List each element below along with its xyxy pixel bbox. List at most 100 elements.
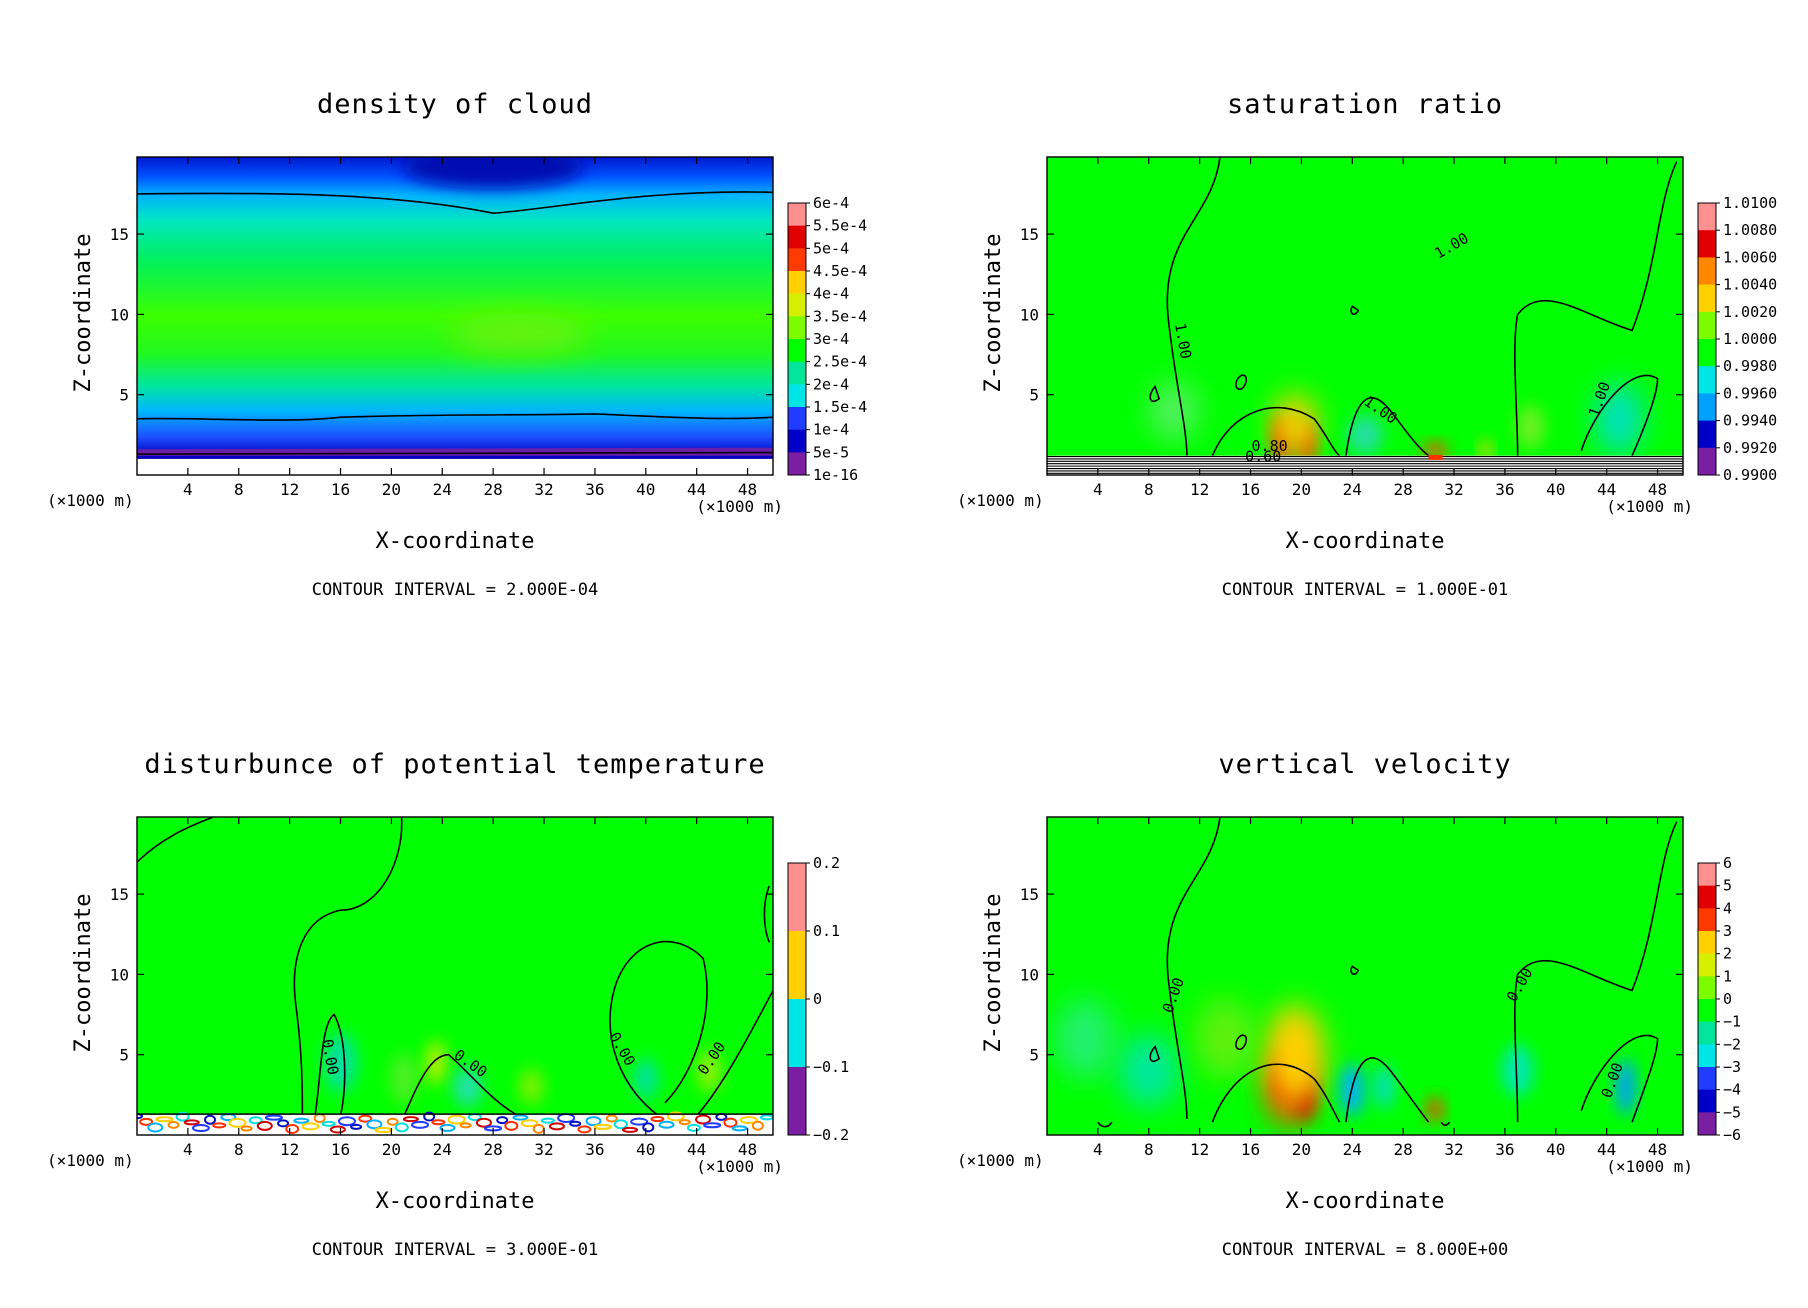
contour-line bbox=[1440, 1121, 1451, 1126]
field-anomaly bbox=[1422, 442, 1447, 459]
colorbar-label: −5 bbox=[1723, 1103, 1741, 1121]
colorbar-label: 3 bbox=[1723, 922, 1732, 940]
colorbar-segment bbox=[1698, 953, 1716, 977]
contour-interval: CONTOUR INTERVAL = 8.000E+00 bbox=[1222, 1240, 1509, 1260]
contour-line bbox=[1047, 470, 1683, 472]
x-tick-label: 12 bbox=[1190, 1140, 1209, 1159]
contour-line bbox=[1211, 1063, 1341, 1123]
x-tick-label: 16 bbox=[1241, 1140, 1260, 1159]
x-tick-label: 12 bbox=[280, 1140, 299, 1159]
ground-detail bbox=[520, 1119, 539, 1128]
x-tick-label: 48 bbox=[1648, 1140, 1667, 1159]
x-tick-label: 40 bbox=[636, 1140, 655, 1159]
contour-line bbox=[1345, 396, 1430, 457]
x-tick-label: 44 bbox=[1597, 480, 1616, 499]
colorbar-segment bbox=[1698, 366, 1716, 394]
ground-detail bbox=[622, 1126, 639, 1133]
colorbar-segment bbox=[788, 863, 806, 932]
ground-detail bbox=[293, 1117, 310, 1124]
ground-detail bbox=[285, 1124, 300, 1135]
contour-field bbox=[1047, 817, 1683, 1135]
x-tick-label: 28 bbox=[1394, 1140, 1413, 1159]
x-tick-label: 36 bbox=[585, 1140, 604, 1159]
ground-detail bbox=[512, 1114, 529, 1121]
contour-line bbox=[314, 1013, 346, 1116]
field-anomaly bbox=[425, 1040, 446, 1085]
x-tick-label: 28 bbox=[484, 480, 503, 499]
colorbar-segment bbox=[1698, 908, 1716, 932]
field-blob bbox=[448, 313, 589, 354]
colorbar: 0.2 0.1 0 −0.1 −0.2 bbox=[787, 854, 849, 1144]
colorbar-segment bbox=[1698, 339, 1716, 367]
ground-detail bbox=[686, 1123, 701, 1132]
x-tick-label: 40 bbox=[1546, 480, 1565, 499]
contour-line bbox=[1514, 161, 1678, 456]
colorbar-segment bbox=[1698, 976, 1716, 1000]
contour-line bbox=[1166, 157, 1221, 456]
contour-line bbox=[403, 1053, 519, 1117]
field-anomaly bbox=[1347, 414, 1383, 455]
x-axis-label: X-coordinate bbox=[1286, 1189, 1445, 1214]
x-tick-label: 44 bbox=[1597, 1140, 1616, 1159]
ground-detail bbox=[228, 1117, 247, 1128]
y-tick-label: 15 bbox=[110, 885, 129, 904]
x-tick-label: 8 bbox=[234, 1140, 244, 1159]
field-anomaly bbox=[1273, 393, 1318, 454]
ground-detail bbox=[191, 1124, 210, 1133]
colorbar-label: 6 bbox=[1723, 854, 1732, 872]
colorbar-segment bbox=[1698, 1089, 1716, 1113]
ground-detail bbox=[569, 1120, 582, 1127]
contour-interval: CONTOUR INTERVAL = 3.000E-01 bbox=[312, 1240, 599, 1260]
x-tick-label: 8 bbox=[234, 480, 244, 499]
field-anomaly bbox=[1428, 454, 1443, 460]
colorbar-segment bbox=[788, 1067, 806, 1136]
colorbar-label: 4.5e-4 bbox=[813, 262, 867, 280]
colorbar-label: −6 bbox=[1723, 1126, 1741, 1144]
panel-title: density of cloud bbox=[317, 89, 593, 120]
x-unit-label: (×1000 m) bbox=[1606, 1157, 1693, 1176]
contour-line bbox=[1047, 467, 1683, 470]
field-anomaly bbox=[1340, 1064, 1365, 1117]
x-tick-label: 48 bbox=[738, 1140, 757, 1159]
ground-detail bbox=[613, 1119, 628, 1130]
y-tick-label: 10 bbox=[1020, 305, 1039, 324]
ground-detail bbox=[147, 1122, 164, 1133]
colorbar-segment bbox=[788, 931, 806, 1000]
colorbar-segment bbox=[788, 203, 806, 227]
field-anomaly bbox=[324, 1032, 357, 1093]
colorbar-segment bbox=[1698, 931, 1716, 955]
ground-detail bbox=[240, 1125, 253, 1132]
x-tick-label: 28 bbox=[484, 1140, 503, 1159]
x-tick-label: 44 bbox=[687, 1140, 706, 1159]
plot-frame bbox=[1046, 156, 1684, 476]
colorbar-label: 3.5e-4 bbox=[813, 307, 867, 325]
ground-detail bbox=[496, 1116, 509, 1125]
colorbar-label: 5e-5 bbox=[813, 443, 849, 461]
ground-detail bbox=[264, 1114, 283, 1121]
colorbar-segment bbox=[788, 999, 806, 1068]
colorbar-label: −3 bbox=[1723, 1058, 1741, 1076]
colorbar-label: −0.2 bbox=[813, 1126, 849, 1144]
y-tick-label: 5 bbox=[1029, 1046, 1039, 1065]
y-axis-label: Z-coordinate bbox=[981, 894, 1006, 1053]
colorbar: 6e-4 5.5e-4 5e-4 4.5e-4 4e-4 3.5e-4 3e-4 2.5e-4… bbox=[787, 194, 867, 484]
colorbar-segment bbox=[788, 384, 806, 408]
x-tick-label: 40 bbox=[636, 480, 655, 499]
colorbar-label: 1.5e-4 bbox=[813, 398, 867, 416]
contour-line bbox=[1350, 305, 1360, 315]
x-tick-label: 4 bbox=[1093, 480, 1103, 499]
x-tick-label: 20 bbox=[382, 1140, 401, 1159]
ground-detail bbox=[204, 1114, 217, 1125]
contour-line bbox=[1350, 965, 1360, 975]
contour-line bbox=[763, 885, 770, 943]
colorbar-segment bbox=[788, 316, 806, 340]
y-axis-label: Z-coordinate bbox=[71, 894, 96, 1053]
field-anomaly bbox=[453, 1066, 482, 1107]
y-tick-label: 5 bbox=[119, 386, 129, 405]
ground-detail bbox=[723, 1117, 738, 1128]
colorbar-segment bbox=[788, 225, 806, 249]
contour-line bbox=[1235, 374, 1247, 391]
plot-frame bbox=[136, 816, 774, 1136]
